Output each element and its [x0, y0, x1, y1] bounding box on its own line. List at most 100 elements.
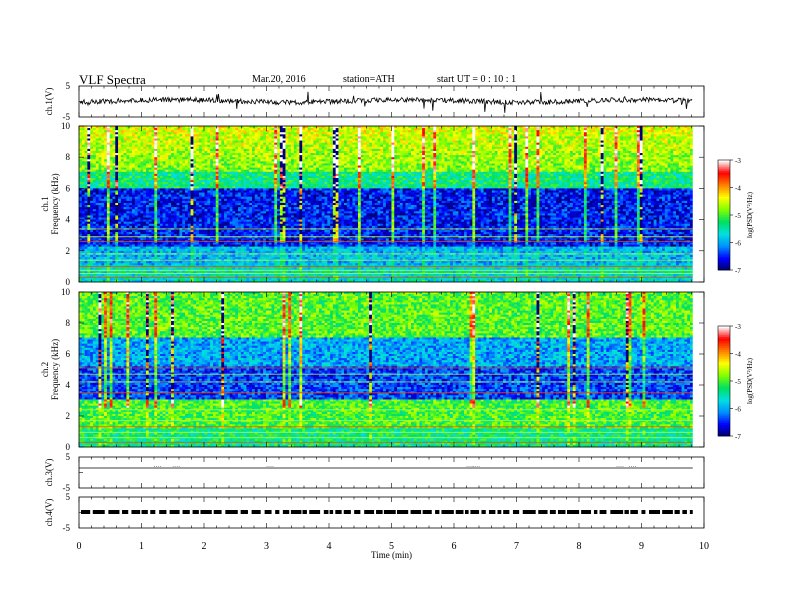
spectrogram-cell — [346, 128, 350, 131]
spectrogram-cell — [639, 155, 643, 158]
spectrogram-cell — [123, 155, 127, 158]
spectrogram-cell — [101, 159, 105, 162]
spectrogram-cell — [360, 146, 364, 150]
spectrogram-cell — [405, 126, 409, 129]
spectrogram-cell — [676, 165, 680, 168]
spectrogram-cell — [366, 150, 370, 154]
spectrogram-cell — [438, 136, 442, 139]
spectrogram-cell — [463, 148, 468, 152]
spectrogram-cell — [173, 142, 177, 146]
spectrogram-cell — [369, 167, 373, 170]
spectrogram-cell — [603, 132, 607, 135]
spectrogram-cell — [433, 163, 437, 166]
spectrogram-cell — [285, 167, 289, 170]
spectrogram-cell — [151, 165, 155, 168]
spectrogram-cell — [480, 144, 484, 148]
spectrogram-cell — [597, 169, 601, 173]
spectrogram-cell — [564, 146, 568, 150]
spectrogram-cell — [296, 136, 300, 139]
spectrogram-cell — [620, 138, 624, 141]
spectrogram-cell — [634, 140, 638, 143]
spectrogram-cell — [570, 169, 574, 173]
spectrogram-cell — [240, 126, 244, 129]
spectrogram-cell — [344, 148, 348, 152]
spectrogram-cell — [171, 169, 175, 173]
spectrogram-cell — [614, 136, 618, 139]
spectrogram-cell — [201, 165, 205, 168]
spectrogram-cell — [558, 148, 562, 152]
spectrogram-cell — [182, 142, 186, 146]
spectrogram-cell — [491, 163, 495, 166]
spectrogram-cell — [118, 165, 122, 168]
spectrogram-cell — [341, 140, 345, 143]
spectrogram-cell — [511, 157, 515, 160]
spectrogram-cell — [441, 169, 445, 173]
spectrogram-cell — [109, 161, 113, 164]
spectrogram-cell — [251, 169, 256, 173]
spectrogram-cell — [98, 128, 102, 131]
spectrogram-cell — [304, 134, 309, 137]
spectrogram-cell — [416, 136, 420, 139]
spectrogram-cell — [112, 171, 116, 175]
spectrogram-cell — [179, 144, 183, 148]
spectrogram-cell — [522, 130, 526, 133]
spectrogram-cell — [508, 161, 512, 164]
spectrogram-cell — [126, 171, 130, 175]
spectrogram-cell — [458, 163, 462, 166]
spectrogram-cell — [525, 130, 529, 133]
spectrogram-cell — [307, 142, 311, 146]
spectrogram-cell — [190, 128, 194, 131]
spectrogram-cell — [310, 153, 314, 156]
spectrogram-cell — [159, 161, 163, 164]
spectrogram-cell — [628, 146, 632, 150]
spectrogram-cell — [285, 153, 289, 156]
spectrogram-cell — [277, 165, 281, 168]
spectrogram-cell — [79, 140, 83, 143]
spectrogram-cell — [689, 138, 694, 141]
spectrogram-cell — [676, 161, 680, 164]
spectrogram-cell — [567, 128, 571, 131]
spectrogram-cell — [291, 150, 295, 154]
spectrogram-cell — [193, 134, 197, 137]
spectrogram-cell — [126, 155, 130, 158]
spectrogram-cell — [101, 140, 105, 143]
spectrogram-cell — [394, 163, 398, 166]
spectrogram-cell — [553, 169, 557, 173]
spectrogram-cell — [578, 165, 582, 168]
spectrogram-cell — [475, 140, 479, 143]
spectrogram-cell — [528, 150, 532, 154]
spectrogram-cell — [444, 128, 448, 131]
spectrogram-cell — [533, 155, 537, 158]
spectrogram-cell — [500, 132, 504, 135]
spectrogram-cell — [491, 134, 495, 137]
start-time-label: start UT = 0 : 10 : 1 — [437, 74, 516, 85]
spectrogram-cell — [489, 155, 493, 158]
spectrogram-cell — [522, 134, 526, 137]
spectrogram-cell — [159, 140, 163, 143]
spectrogram-cell — [522, 153, 526, 156]
spectrogram-cell — [226, 134, 230, 137]
spectrogram-cell — [232, 128, 236, 131]
spectrogram-cell — [463, 136, 468, 139]
spectrogram-cell — [628, 153, 632, 156]
spectrogram-cell — [595, 169, 599, 173]
spectrogram-cell — [115, 159, 119, 162]
spectrogram-cell — [659, 165, 663, 168]
spectrogram-cell — [553, 144, 557, 148]
spectrogram-cell — [179, 146, 183, 150]
spectrogram-cell — [221, 136, 225, 139]
spectrogram-cell — [349, 165, 353, 168]
spectrogram-cell — [81, 155, 85, 158]
spectrogram-cell — [589, 142, 593, 146]
spectrogram-cell — [332, 148, 336, 152]
spectrogram-cell — [592, 167, 596, 170]
spectrogram-cell — [525, 167, 529, 170]
spectrogram-cell — [318, 163, 323, 166]
spectrogram-cell — [673, 161, 677, 164]
spectrogram-cell — [190, 126, 194, 129]
spectrogram-cell — [229, 163, 233, 166]
spectrogram-cell — [185, 134, 189, 137]
spectrogram-cell — [450, 169, 454, 173]
spectrogram-cell — [441, 130, 445, 133]
spectrogram-cell — [422, 167, 426, 170]
